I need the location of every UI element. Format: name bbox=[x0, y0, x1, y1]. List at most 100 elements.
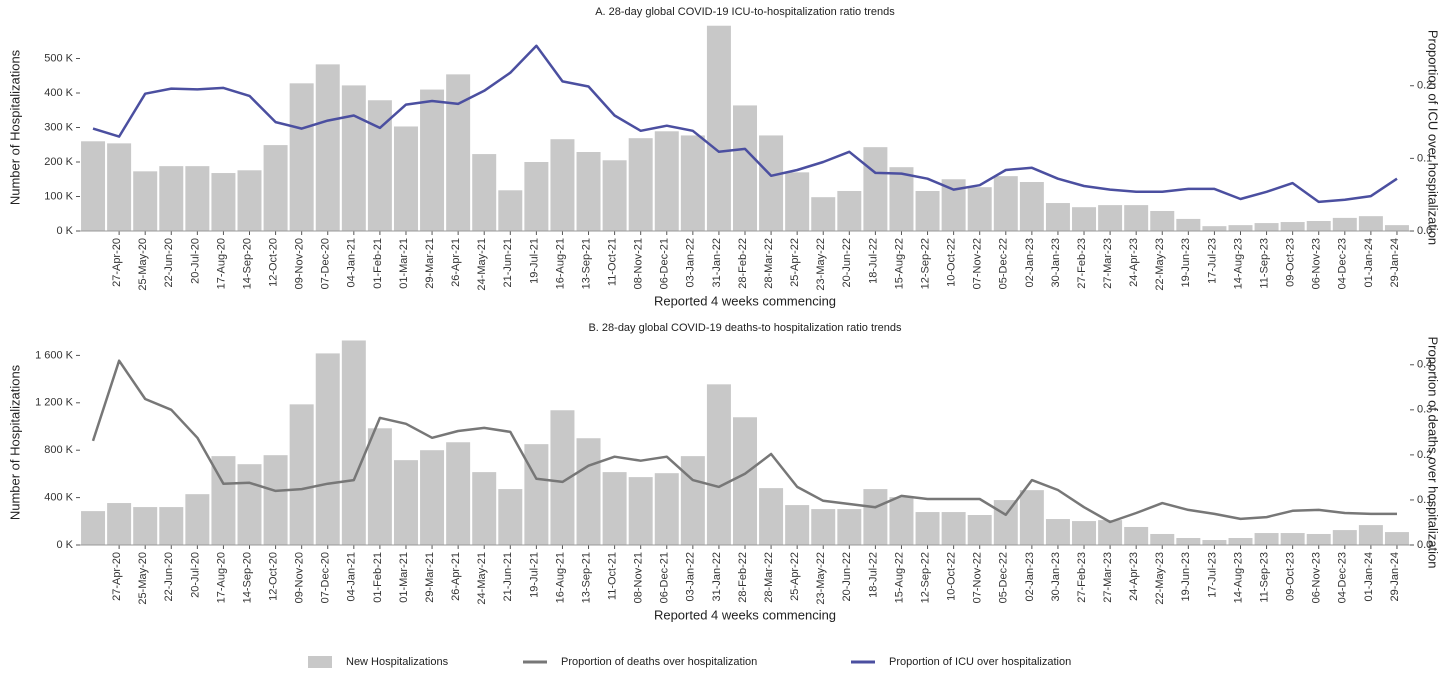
bar bbox=[785, 172, 810, 231]
bar bbox=[81, 511, 106, 545]
bar bbox=[576, 151, 601, 231]
x-tick-label: 10-Oct-22 bbox=[946, 238, 958, 287]
x-tick-label: 10-Oct-22 bbox=[946, 552, 958, 601]
x-tick-label: 21-Jun-21 bbox=[502, 238, 514, 288]
x-tick-label: 09-Nov-20 bbox=[294, 552, 306, 603]
y-tick-label: 300 K bbox=[44, 121, 73, 133]
bar bbox=[680, 456, 705, 545]
x-tick-label: 14-Sep-20 bbox=[241, 552, 253, 603]
x-tick-label: 17-Aug-20 bbox=[215, 552, 227, 603]
bar bbox=[837, 509, 862, 545]
x-tick-label: 27-Apr-20 bbox=[111, 238, 123, 287]
bar bbox=[81, 141, 106, 231]
bar bbox=[1098, 205, 1123, 231]
x-tick-label: 03-Jan-22 bbox=[685, 238, 697, 288]
x-tick-label: 27-Mar-23 bbox=[1102, 238, 1114, 289]
bar bbox=[915, 512, 940, 545]
x-tick-label: 20-Jul-20 bbox=[189, 552, 201, 598]
x-tick-label: 01-Feb-21 bbox=[372, 238, 384, 289]
y2-tick-label: 0.0 bbox=[1417, 225, 1432, 237]
x-tick-label: 12-Sep-22 bbox=[919, 238, 931, 289]
bar bbox=[811, 197, 836, 231]
bar bbox=[1254, 533, 1279, 545]
bar bbox=[889, 497, 914, 545]
x-tick-label: 27-Feb-23 bbox=[1076, 552, 1088, 603]
x-tick-label: 01-Mar-21 bbox=[398, 238, 410, 289]
x-tick-label: 19-Jul-21 bbox=[528, 552, 540, 598]
x-tick-label: 29-Mar-21 bbox=[424, 238, 436, 289]
bar bbox=[524, 162, 549, 231]
y2-tick-label: 0.3 bbox=[1417, 404, 1432, 416]
bar bbox=[680, 135, 705, 231]
y-tick-label: 400 K bbox=[44, 492, 73, 504]
y-tick-label: 0 K bbox=[56, 225, 73, 237]
bar bbox=[706, 384, 731, 545]
bar bbox=[446, 74, 471, 232]
x-tick-label: 06-Nov-23 bbox=[1311, 552, 1323, 603]
x-tick-label: 12-Sep-22 bbox=[919, 552, 931, 603]
bar bbox=[1202, 226, 1227, 231]
bar bbox=[289, 404, 314, 545]
x-tick-label: 11-Sep-23 bbox=[1258, 552, 1270, 603]
bar bbox=[133, 507, 158, 545]
x-tick-label: 01-Mar-21 bbox=[398, 552, 410, 603]
bar bbox=[498, 190, 523, 231]
x-tick-label: 25-May-20 bbox=[137, 552, 149, 605]
bar bbox=[1176, 218, 1201, 231]
bar bbox=[967, 515, 992, 545]
y2-tick-label: 0.1 bbox=[1417, 494, 1432, 506]
x-tick-label: 26-Apr-21 bbox=[450, 552, 462, 601]
x-tick-label: 08-Nov-21 bbox=[633, 238, 645, 289]
bar bbox=[289, 83, 314, 231]
line bbox=[92, 44, 1398, 204]
bar bbox=[785, 505, 810, 545]
x-tick-label: 05-Dec-22 bbox=[998, 552, 1010, 603]
y-tick-label: 100 K bbox=[44, 190, 73, 202]
y-tick-label: 500 K bbox=[44, 52, 73, 64]
x-tick-label: 26-Apr-21 bbox=[450, 238, 462, 287]
bar bbox=[576, 438, 601, 545]
bar bbox=[185, 494, 210, 545]
x-tick-label: 05-Dec-22 bbox=[998, 238, 1010, 289]
x-tick-label: 29-Jan-24 bbox=[1389, 238, 1401, 288]
x-tick-label: 15-Aug-22 bbox=[893, 238, 905, 289]
x-tick-label: 06-Dec-21 bbox=[659, 552, 671, 603]
bar bbox=[1306, 220, 1331, 231]
y2-tick-label: 0.2 bbox=[1417, 80, 1432, 92]
bar bbox=[159, 507, 184, 545]
bar bbox=[941, 179, 966, 231]
bar bbox=[915, 190, 940, 231]
x-tick-label: 07-Nov-22 bbox=[972, 238, 984, 289]
x-tick-label: 27-Mar-23 bbox=[1102, 552, 1114, 603]
bar bbox=[889, 167, 914, 231]
bar bbox=[315, 64, 340, 232]
bar bbox=[941, 512, 966, 545]
x-tick-label: 19-Jul-21 bbox=[528, 238, 540, 284]
x-tick-label: 09-Oct-23 bbox=[1285, 552, 1297, 601]
x-tick-label: 31-Jan-22 bbox=[711, 238, 723, 288]
bar bbox=[263, 145, 288, 231]
bar bbox=[524, 444, 549, 545]
x-tick-label: 02-Jan-23 bbox=[1024, 552, 1036, 602]
bar bbox=[759, 488, 784, 545]
bar bbox=[654, 473, 679, 545]
x-tick-label: 07-Nov-22 bbox=[972, 552, 984, 603]
chart-title: A. 28-day global COVID-19 ICU-to-hospita… bbox=[595, 6, 895, 18]
x-tick-label: 30-Jan-23 bbox=[1050, 238, 1062, 288]
x-tick-label: 27-Apr-20 bbox=[111, 552, 123, 601]
x-tick-label: 04-Dec-23 bbox=[1337, 238, 1349, 289]
bar bbox=[1045, 203, 1070, 231]
x-axis-label: Reported 4 weeks commencing bbox=[654, 607, 836, 622]
x-tick-label: 11-Sep-23 bbox=[1258, 238, 1270, 289]
x-tick-label: 18-Jul-22 bbox=[867, 238, 879, 284]
x-tick-label: 29-Mar-21 bbox=[424, 552, 436, 603]
x-tick-label: 22-Jun-20 bbox=[163, 238, 175, 288]
x-tick-label: 13-Sep-21 bbox=[580, 238, 592, 289]
x-tick-label: 22-May-23 bbox=[1154, 552, 1166, 605]
x-tick-label: 03-Jan-22 bbox=[685, 552, 697, 602]
x-tick-label: 22-May-23 bbox=[1154, 238, 1166, 291]
x-tick-label: 04-Dec-23 bbox=[1337, 552, 1349, 603]
x-tick-label: 23-May-22 bbox=[815, 238, 827, 291]
bar bbox=[1228, 225, 1253, 231]
x-tick-label: 13-Sep-21 bbox=[580, 552, 592, 603]
